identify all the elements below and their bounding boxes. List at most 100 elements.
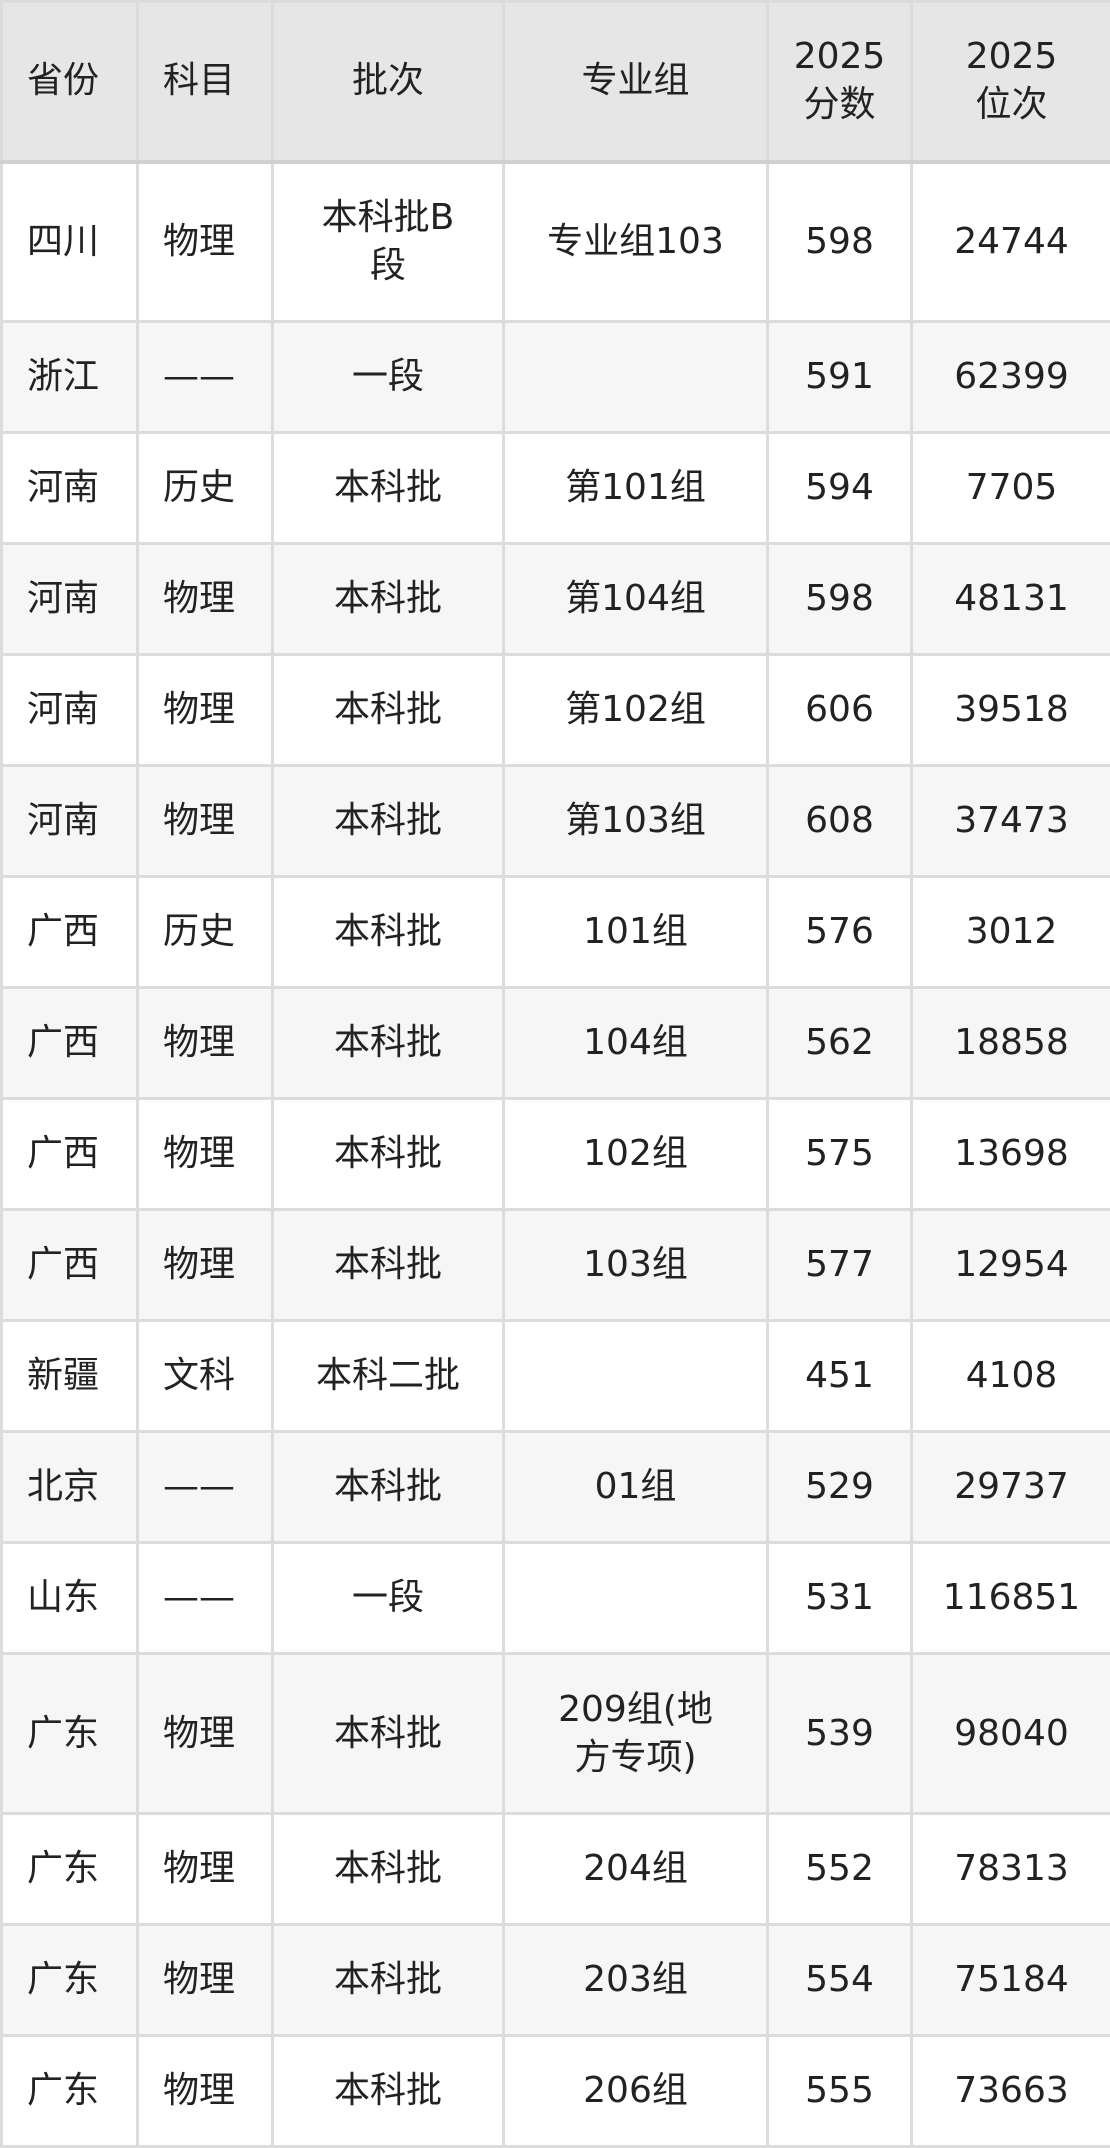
cell-major-group: 第101组	[504, 433, 768, 544]
cell-batch: 本科批	[273, 1099, 504, 1210]
cell-batch: 本科批	[273, 1814, 504, 1925]
cell-score: 575	[768, 1099, 912, 1210]
cell-score: 606	[768, 655, 912, 766]
cell-subject: ——	[138, 322, 273, 433]
header-text: 科目	[163, 57, 259, 105]
cell-rank: 24744	[912, 162, 1110, 322]
cell-rank: 73663	[912, 2036, 1110, 2147]
cell-major-group	[504, 1321, 768, 1432]
cell-batch: 一段	[273, 322, 504, 433]
cell-batch: 本科批B段	[273, 162, 504, 322]
cell-subject: 物理	[138, 988, 273, 1099]
cell-batch: 一段	[273, 1543, 504, 1654]
cell-subject: ——	[138, 1432, 273, 1543]
cell-score: 531	[768, 1543, 912, 1654]
cell-batch: 本科批	[273, 2036, 504, 2147]
cell-major-group: 101组	[504, 877, 768, 988]
cell-batch: 本科批	[273, 544, 504, 655]
cell-batch: 本科批	[273, 877, 504, 988]
header-text: 省份	[27, 57, 124, 105]
cell-score: 594	[768, 433, 912, 544]
cell-batch: 本科二批	[273, 1321, 504, 1432]
cell-score: 576	[768, 877, 912, 988]
cell-score: 555	[768, 2036, 912, 2147]
cell-province: 北京	[2, 1432, 138, 1543]
cell-major-group: 203组	[504, 1925, 768, 2036]
cell-rank: 48131	[912, 544, 1110, 655]
cell-rank: 13698	[912, 1099, 1110, 1210]
cell-rank: 3012	[912, 877, 1110, 988]
cell-major-group: 第102组	[504, 655, 768, 766]
cell-province: 广西	[2, 877, 138, 988]
header-text: 2025	[925, 33, 1098, 81]
header-text: 批次	[286, 57, 490, 105]
cell-province: 广东	[2, 1654, 138, 1814]
cell-province: 广东	[2, 1814, 138, 1925]
cell-batch: 本科批	[273, 1432, 504, 1543]
cell-province: 广西	[2, 988, 138, 1099]
cell-score: 562	[768, 988, 912, 1099]
cell-major-group: 第104组	[504, 544, 768, 655]
cell-province: 广东	[2, 2036, 138, 2147]
cell-province: 山东	[2, 1543, 138, 1654]
cell-rank: 18858	[912, 988, 1110, 1099]
cell-major-group: 第103组	[504, 766, 768, 877]
cell-major-group: 103组	[504, 1210, 768, 1321]
cell-subject: 物理	[138, 1210, 273, 1321]
cell-score: 529	[768, 1432, 912, 1543]
cell-province: 四川	[2, 162, 138, 322]
cell-province: 广东	[2, 1925, 138, 2036]
header-subject: 科目	[138, 2, 273, 162]
cell-subject: 物理	[138, 1925, 273, 2036]
cell-score: 577	[768, 1210, 912, 1321]
cell-major-group: 204组	[504, 1814, 768, 1925]
cell-rank: 29737	[912, 1432, 1110, 1543]
cell-subject: 物理	[138, 766, 273, 877]
cell-subject: 物理	[138, 162, 273, 322]
cell-rank: 116851	[912, 1543, 1110, 1654]
cell-batch: 本科批	[273, 655, 504, 766]
cell-rank: 39518	[912, 655, 1110, 766]
cell-subject: 物理	[138, 544, 273, 655]
header-text: 2025	[781, 33, 898, 81]
cell-subject: 物理	[138, 1814, 273, 1925]
cell-batch: 本科批	[273, 1210, 504, 1321]
cell-score: 554	[768, 1925, 912, 2036]
cell-province: 河南	[2, 766, 138, 877]
cell-batch: 本科批	[273, 433, 504, 544]
cell-province: 广西	[2, 1099, 138, 1210]
header-text: 专业组	[517, 57, 754, 105]
cell-subject: ——	[138, 1543, 273, 1654]
cell-batch: 本科批	[273, 766, 504, 877]
cell-rank: 37473	[912, 766, 1110, 877]
cell-rank: 75184	[912, 1925, 1110, 2036]
cell-major-group: 209组(地方专项)	[504, 1654, 768, 1814]
cell-subject: 文科	[138, 1321, 273, 1432]
cell-score: 598	[768, 162, 912, 322]
header-text: 分数	[781, 81, 898, 129]
cell-major-group	[504, 1543, 768, 1654]
cell-batch: 本科批	[273, 988, 504, 1099]
cell-rank: 98040	[912, 1654, 1110, 1814]
cell-province: 广西	[2, 1210, 138, 1321]
cell-province: 河南	[2, 655, 138, 766]
cell-subject: 物理	[138, 2036, 273, 2147]
header-batch: 批次	[273, 2, 504, 162]
cell-major-group	[504, 322, 768, 433]
